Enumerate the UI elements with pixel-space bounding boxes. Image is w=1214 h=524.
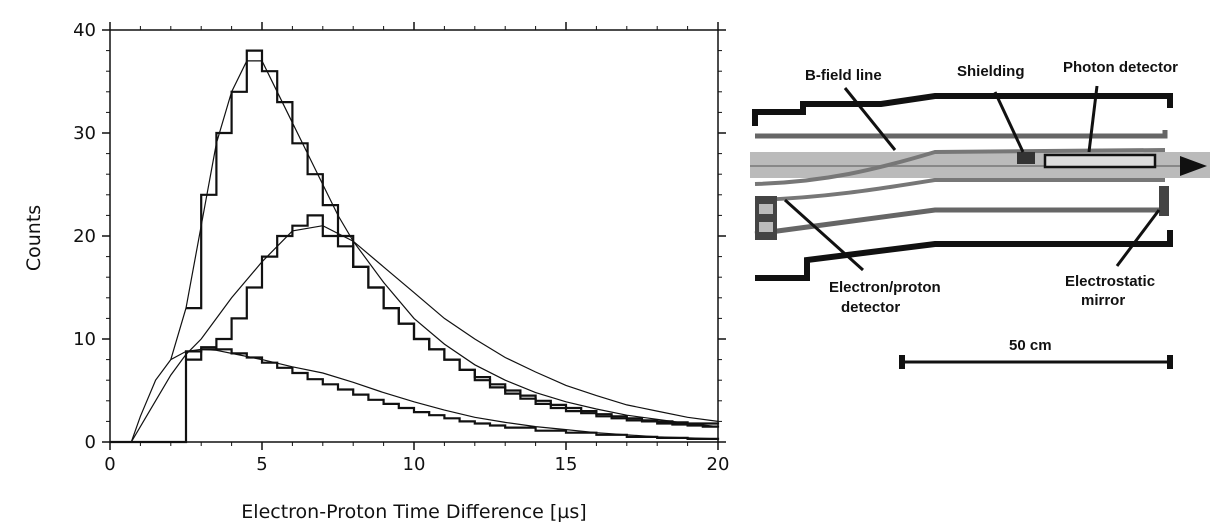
beam-arrow (1180, 156, 1207, 176)
label-electron-proton-line2: detector (841, 299, 900, 316)
leader-shielding (993, 91, 1025, 153)
y-tick-label: 40 (73, 20, 96, 41)
x-tick-label: 5 (256, 454, 267, 475)
y-axis-title: Counts (23, 205, 45, 271)
electron-proton-detector (755, 196, 777, 240)
label-electrostatic-line2: mirror (1081, 292, 1125, 309)
x-tick-label: 0 (104, 454, 115, 475)
shielding-block (1017, 152, 1035, 164)
axis-ticks (102, 22, 726, 450)
fit-curve-series-1 (170, 60, 719, 428)
leader-mirror (1115, 209, 1161, 267)
upper-outer-wall (752, 93, 1173, 126)
scale-bar-label: 50 cm (1009, 337, 1052, 354)
label-photon-detector: Photon detector (1063, 59, 1178, 76)
label-shielding: Shielding (957, 63, 1025, 80)
histogram-series-4 (110, 346, 720, 444)
y-tick-label: 0 (85, 432, 96, 453)
electrostatic-mirror (1159, 186, 1169, 216)
histogram-series-0 (186, 49, 720, 425)
chart: 0 5 10 15 20 0 10 20 30 40 Electron-Proton Time D… (23, 20, 729, 523)
y-tick-label: 20 (73, 226, 96, 247)
lower-outer-wall (755, 230, 1173, 281)
apparatus-diagram: B-field line Shielding Photon detector E… (750, 59, 1210, 369)
label-electron-proton-line1: Electron/proton (829, 279, 941, 296)
photon-detector (1043, 153, 1157, 169)
label-b-field-line: B-field line (805, 67, 882, 84)
y-tick-label: 10 (73, 329, 96, 350)
label-electrostatic-line1: Electrostatic (1065, 273, 1155, 290)
fit-curve-series-5 (130, 348, 719, 443)
tick-labels: 0 5 10 15 20 0 10 20 30 40 (73, 20, 729, 475)
y-tick-label: 30 (73, 123, 96, 144)
histogram-series-2 (186, 214, 720, 428)
leader-photon (1087, 85, 1099, 153)
leader-electron-proton (783, 198, 865, 272)
leader-b-field (843, 87, 897, 151)
b-field-line-lower (754, 178, 1165, 202)
x-tick-label: 15 (555, 454, 578, 475)
lower-inner-tube (754, 207, 1165, 237)
upper-inner-tube (755, 130, 1168, 139)
x-axis-title: Electron-Proton Time Difference [µs] (241, 501, 586, 523)
b-field-line (754, 148, 1166, 186)
detector-element (759, 222, 773, 232)
x-tick-label: 20 (707, 454, 730, 475)
x-tick-label: 10 (403, 454, 426, 475)
fit-curve-series-3 (130, 225, 719, 443)
series-layer (110, 49, 720, 444)
scale-bar (899, 355, 1173, 369)
detector-element (759, 204, 773, 214)
